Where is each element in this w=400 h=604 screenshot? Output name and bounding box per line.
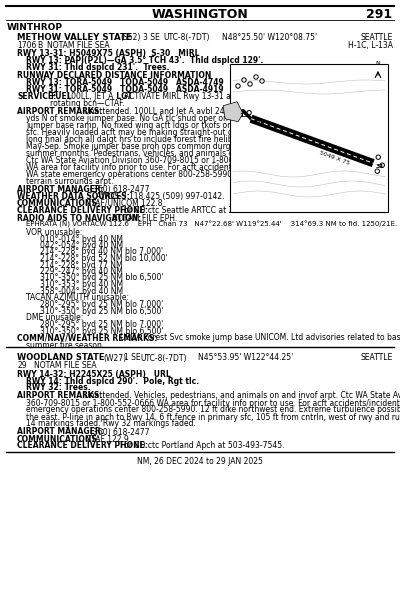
Text: RWY 31: TORA-5049   TODA-5049   ASDA-4919   LDA-4619: RWY 31: TORA-5049 TODA-5049 ASDA-4919 LD… [26,85,273,94]
Text: 280°-295° byd 25 NM blo 7,000': 280°-295° byd 25 NM blo 7,000' [40,300,163,309]
Text: (S52): (S52) [120,33,140,42]
Text: SEATTLE: SEATTLE [361,353,393,362]
Text: yds N of smoke jumper base. No GA tlc shud oper on the smoke: yds N of smoke jumper base. No GA tlc sh… [26,114,270,123]
Text: terrain surrounds arpt.: terrain surrounds arpt. [26,177,114,186]
Text: AWOS-3 118.425 (509) 997-0142.: AWOS-3 118.425 (509) 997-0142. [96,192,224,201]
Text: N: N [376,61,380,66]
Text: SEATTLE: SEATTLE [361,33,393,42]
Text: Unattended. 100LL and Jet A avbl 24 hrs. Lctd 100: Unattended. 100LL and Jet A avbl 24 hrs.… [84,107,277,116]
Text: 214°-228° byd 52 NM blo 10,000': 214°-228° byd 52 NM blo 10,000' [40,254,168,263]
Text: RWY 14: Thld dsplcd 290'.  Pole, Rgt tlc.: RWY 14: Thld dsplcd 290'. Pole, Rgt tlc. [26,376,199,385]
Text: RADIO AIDS TO NAVIGATION:: RADIO AIDS TO NAVIGATION: [17,214,141,223]
Text: CTAF 122.9: CTAF 122.9 [86,434,129,443]
Bar [230,64,388,212]
Text: AIRPORT MANAGER:: AIRPORT MANAGER: [17,185,104,194]
Text: COMMUNICATIONS:: COMMUNICATIONS: [17,199,101,208]
Text: RWY 13: PAPI(P2L)—GA 3.5° TCH 43'.  Thld dsplcd 129'.: RWY 13: PAPI(P2L)—GA 3.5° TCH 43'. Thld … [26,56,263,65]
Text: 29: 29 [17,362,27,370]
Text: NOTAM FILE SEA: NOTAM FILE SEA [47,41,110,50]
Text: N45°53.95' W122°44.25': N45°53.95' W122°44.25' [198,353,293,362]
Text: RWY 31: Thld dsplcd 231'.  Trees.: RWY 31: Thld dsplcd 231'. Trees. [26,63,169,72]
Text: RWY 14-32: H2245X25 (ASPH)   URL: RWY 14-32: H2245X25 (ASPH) URL [17,370,171,379]
Text: USDA Forest Svc smoke jump base UNICOM. Ltd advisories related to base ops mostl: USDA Forest Svc smoke jump base UNICOM. … [120,333,400,342]
Text: FUEL: FUEL [50,92,72,101]
Text: N48°25.50' W120°08.75': N48°25.50' W120°08.75' [222,33,317,42]
Text: (360) 618-2477: (360) 618-2477 [90,428,150,437]
Text: UTC-8(-7DT): UTC-8(-7DT) [163,33,210,42]
Text: Unattended. Vehicles, pedestrians, and animals on and invof arpt. Ctc WA State A: Unattended. Vehicles, pedestrians, and a… [84,391,400,400]
Text: AIRPORT MANAGER:: AIRPORT MANAGER: [17,428,104,437]
Text: long final apch all dalgt hrs to include forest fire helibse ops: long final apch all dalgt hrs to include… [26,135,257,144]
Text: COMM/NAV/WEATHER REMARKS:: COMM/NAV/WEATHER REMARKS: [17,333,157,342]
Polygon shape [223,101,243,122]
Text: jumper base ramp. No fixed wing acft ldgs or tkofs on grass and sod: jumper base ramp. No fixed wing acft ldg… [26,121,288,130]
Text: 310°-350° byd 25 NM blo 6,500': 310°-350° byd 25 NM blo 6,500' [40,274,164,283]
Text: UTC-8(-7DT): UTC-8(-7DT) [140,353,186,362]
Text: WOODLAND STATE: WOODLAND STATE [17,353,104,362]
Text: CLEARANCE DELIVERY PHONE:: CLEARANCE DELIVERY PHONE: [17,442,148,451]
Text: summer months. Pedestrians, vehicles, and animals on and invof arpt.: summer months. Pedestrians, vehicles, an… [26,149,297,158]
Text: B: B [37,41,42,50]
Text: For CD ctc Portland Apch at 503-493-7545.: For CD ctc Portland Apch at 503-493-7545… [120,442,284,451]
Text: emergency operations center 800-258-5990. 12 ft dike northwest end. Extreme turb: emergency operations center 800-258-5990… [26,405,400,414]
Text: (360) 618-2477: (360) 618-2477 [90,185,150,194]
Text: WA area for facility info prior to use. For acft accidents/incidents ctc: WA area for facility info prior to use. … [26,163,287,172]
Text: 1 SE: 1 SE [124,353,141,362]
Text: 5049 X 75: 5049 X 75 [318,150,350,165]
Text: 010°-014° byd 40 NM: 010°-014° byd 40 NM [40,234,123,243]
Text: 310°-350° byd 25 NM blo 6,500': 310°-350° byd 25 NM blo 6,500' [40,327,164,335]
Text: summer fire season.: summer fire season. [26,341,104,350]
Text: 100LL, JET A: 100LL, JET A [64,92,113,101]
Text: ACTIVATE MIRL Rwy 13-31 and: ACTIVATE MIRL Rwy 13-31 and [124,92,241,101]
Text: EPHRATA (N) VORTACW 112.6    EPH   Chan 73   N47°22.68' W119°25.44'    314°69.3 : EPHRATA (N) VORTACW 112.6 EPH Chan 73 N4… [26,221,397,228]
Text: METHOW VALLEY STATE: METHOW VALLEY STATE [17,33,132,42]
Text: RWY 32: Trees.: RWY 32: Trees. [26,384,91,393]
Text: 214°-228° byd 40 NM blo 7,000': 214°-228° byd 40 NM blo 7,000' [40,248,163,257]
Text: AIRPORT REMARKS:: AIRPORT REMARKS: [17,107,102,116]
Text: the east. P-line in apch to Rwy 14, 6 ft fence in primary sfc, 105 ft from cntrl: the east. P-line in apch to Rwy 14, 6 ft… [26,413,400,422]
Text: WASHINGTON: WASHINGTON [152,8,248,21]
Text: DME unusable:: DME unusable: [26,313,83,323]
Text: 310°-353° byd 40 NM: 310°-353° byd 40 NM [40,280,123,289]
Text: NM, 26 DEC 2024 to 29 JAN 2025: NM, 26 DEC 2024 to 29 JAN 2025 [137,457,263,466]
Text: 229°-247° byd 40 NM: 229°-247° byd 40 NM [40,267,123,276]
Text: NOTAM FILE EPH.: NOTAM FILE EPH. [112,214,177,223]
Text: 13: 13 [239,113,248,118]
Text: TACAN AZIMUTH unusable:: TACAN AZIMUTH unusable: [26,294,129,303]
Text: 14 markings faded. Rwy 32 markings faded.: 14 markings faded. Rwy 32 markings faded… [26,420,196,428]
Text: CLEARANCE DELIVERY PHONE:: CLEARANCE DELIVERY PHONE: [17,206,148,215]
Text: RWY 13: TORA-5049   TODA-5049   ASDA-4749   LDA-4619: RWY 13: TORA-5049 TODA-5049 ASDA-4749 LD… [26,78,273,87]
Text: For CD ctc Seattle ARTCC at 253-351-3694.: For CD ctc Seattle ARTCC at 253-351-3694… [120,206,285,215]
Text: 280°-295° byd 25 NM blo 7,000': 280°-295° byd 25 NM blo 7,000' [40,320,163,329]
Text: RUNWAY DECLARED DISTANCE INFORMATION: RUNWAY DECLARED DISTANCE INFORMATION [17,71,211,80]
Text: WEATHER DATA SOURCES:: WEATHER DATA SOURCES: [17,192,130,201]
Text: May-Sep. Smoke jumper base proh ops common durg spring and: May-Sep. Smoke jumper base proh ops comm… [26,142,274,151]
Text: (W27): (W27) [103,353,126,362]
Text: sfc. Heavily loaded acft may be making straight-out departures and: sfc. Heavily loaded acft may be making s… [26,128,287,137]
Text: Ctc WA State Aviation Division 360-709-8015 or 1-800-552-0666: Ctc WA State Aviation Division 360-709-8… [26,156,273,165]
Text: 291: 291 [366,8,392,21]
Text: WA state emergency operations center 800-258-5990. Mountainous: WA state emergency operations center 800… [26,170,286,179]
Text: 3 SE: 3 SE [143,33,160,42]
Text: rotating bcn—CTAF.: rotating bcn—CTAF. [50,99,125,108]
Text: AIRPORT REMARKS:: AIRPORT REMARKS: [17,391,102,400]
Text: 310°-350° byd 25 NM blo 6,500': 310°-350° byd 25 NM blo 6,500' [40,306,164,315]
Text: H-1C, L-13A: H-1C, L-13A [348,41,393,50]
Text: 042°-054° byd 40 NM: 042°-054° byd 40 NM [40,241,123,250]
Text: LGT: LGT [111,92,133,101]
Text: COMMUNICATIONS:: COMMUNICATIONS: [17,434,101,443]
Text: 1706: 1706 [17,41,36,50]
Text: 358°-004° byd 40 NM: 358°-004° byd 40 NM [40,286,123,295]
Text: SERVICE:: SERVICE: [17,92,56,101]
Text: 360-709-8015 or 1-800-552-0666 WA area for facility info prior to use. For acft : 360-709-8015 or 1-800-552-0666 WA area f… [26,399,400,408]
Text: CTAF/UNICOM 122.8: CTAF/UNICOM 122.8 [86,199,162,208]
Text: WINTHROP: WINTHROP [7,23,63,32]
Text: 31: 31 [375,164,384,169]
Text: NOTAM FILE SEA: NOTAM FILE SEA [34,362,97,370]
Text: 214°-228° byd 77 NM: 214°-228° byd 77 NM [40,260,123,269]
Text: VOR unusable:: VOR unusable: [26,228,82,237]
Text: RWY 13-31: H5049X75 (ASPH)  S-30   MIRL: RWY 13-31: H5049X75 (ASPH) S-30 MIRL [17,49,200,58]
